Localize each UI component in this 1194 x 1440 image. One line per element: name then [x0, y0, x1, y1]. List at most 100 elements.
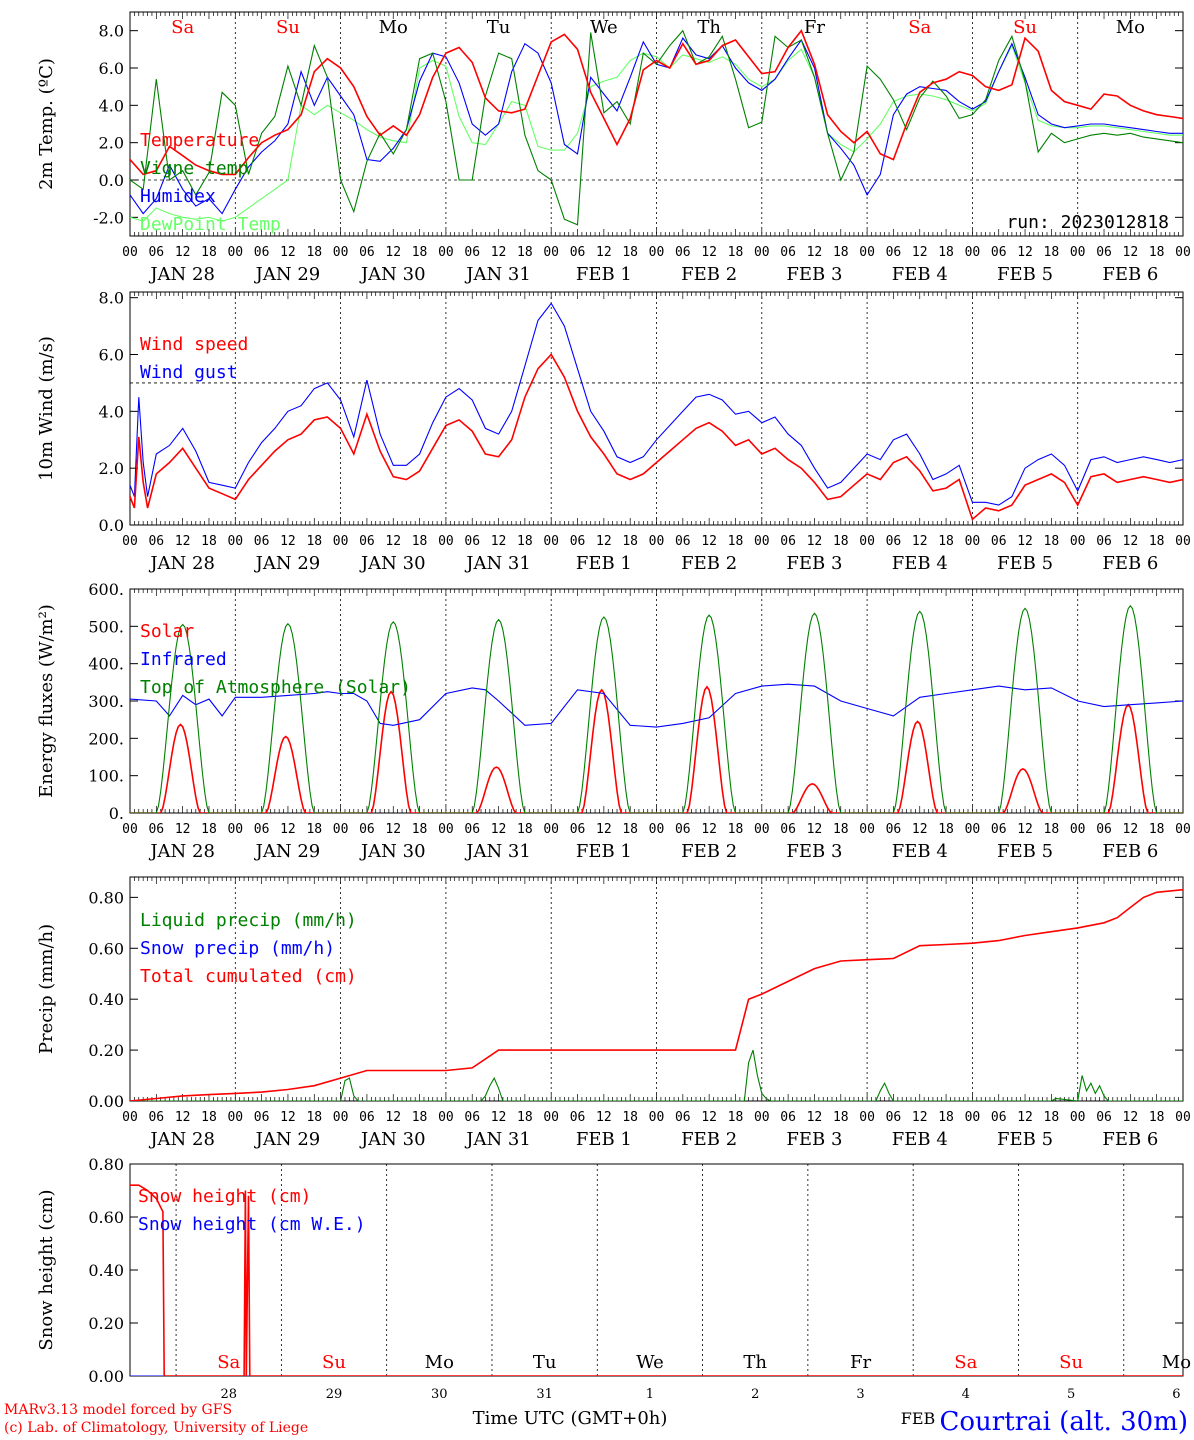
- weekday-label: Tu: [533, 1352, 557, 1373]
- hour-label: 06: [570, 822, 586, 837]
- hour-label: 06: [359, 1110, 375, 1125]
- hour-label: 12: [912, 1110, 928, 1125]
- hour-label: 00: [859, 245, 875, 260]
- hour-label: 06: [254, 822, 270, 837]
- series-line-snow-height-cm-: [130, 1184, 1183, 1376]
- weekday-label: Fr: [804, 17, 825, 38]
- hour-label: 18: [306, 534, 322, 549]
- hour-label: 12: [280, 822, 296, 837]
- y-tick-label: 4.0: [99, 96, 124, 115]
- hour-label: 06: [464, 1110, 480, 1125]
- date-label: FEB 2: [681, 264, 737, 285]
- hour-label: 12: [807, 822, 823, 837]
- hour-label: 00: [122, 245, 138, 260]
- hour-label: 12: [807, 534, 823, 549]
- hour-label: 12: [1017, 822, 1033, 837]
- hour-label: 06: [991, 822, 1007, 837]
- date-label: JAN 28: [148, 264, 215, 285]
- hour-label: 00: [227, 1110, 243, 1125]
- y-tick-label: 6.0: [99, 346, 124, 365]
- day-number: 1: [646, 1387, 654, 1402]
- date-label: FEB 6: [1102, 841, 1158, 862]
- hour-label: 18: [728, 1110, 744, 1125]
- hour-label: 00: [649, 245, 665, 260]
- hour-label: 00: [859, 534, 875, 549]
- hour-label: 00: [1070, 822, 1086, 837]
- hour-label: 18: [412, 822, 428, 837]
- hour-label: 06: [254, 1110, 270, 1125]
- panel-4: 0.00 0.20 0.40 0.60 0.80 Precip (mm/h) Liquid …: [36, 876, 1191, 1150]
- hour-label: 06: [991, 1110, 1007, 1125]
- date-label: JAN 30: [359, 841, 426, 862]
- panel-1: -2.0 0.0 2.0 4.0 6.0 8.0 2m Temp. (ºC) Temperat…: [36, 11, 1191, 285]
- series-line-solar: [130, 685, 1183, 813]
- date-label: FEB 4: [892, 841, 948, 862]
- hour-label: 12: [701, 534, 717, 549]
- date-label: JAN 29: [254, 553, 321, 574]
- hour-label: 06: [886, 245, 902, 260]
- hour-label: 12: [596, 245, 612, 260]
- hour-label: 12: [280, 534, 296, 549]
- hour-label: 00: [859, 822, 875, 837]
- hour-label: 00: [333, 1110, 349, 1125]
- hour-label: 18: [201, 1110, 217, 1125]
- weekday-label: Su: [322, 1352, 346, 1373]
- y-tick-label: 0.: [109, 804, 124, 823]
- y-tick-label: 500.: [88, 617, 124, 636]
- hour-label: 12: [1123, 822, 1139, 837]
- hour-label: 06: [570, 1110, 586, 1125]
- hour-label: 12: [701, 822, 717, 837]
- y-tick-label: 0.40: [88, 1261, 124, 1280]
- panel-2: 0.0 2.0 4.0 6.0 8.0 10m Wind (m/s) Wind speed W…: [36, 289, 1191, 574]
- legend-entry: Snow precip (mm/h): [140, 938, 335, 959]
- date-label: JAN 31: [464, 1129, 531, 1150]
- date-label: FEB 6: [1102, 553, 1158, 574]
- series-group: [130, 604, 1183, 813]
- legend-entry: Top of Atmosphere (Solar): [140, 677, 411, 698]
- hour-label: 18: [517, 245, 533, 260]
- hour-label: 18: [306, 1110, 322, 1125]
- weekday-label: Mo: [1116, 17, 1145, 38]
- hour-label: 00: [965, 245, 981, 260]
- hour-label: 18: [1044, 1110, 1060, 1125]
- hour-label: 06: [1096, 1110, 1112, 1125]
- hour-label: 06: [886, 822, 902, 837]
- date-label: FEB 1: [576, 1129, 632, 1150]
- footer: MARv3.13 model forced by GFS (c) Lab. of…: [4, 1402, 1188, 1437]
- weekday-label: Sa: [908, 17, 931, 38]
- day-number: 29: [326, 1387, 343, 1402]
- date-label: JAN 29: [254, 264, 321, 285]
- hour-label: 12: [807, 1110, 823, 1125]
- y-tick-label: 0.60: [88, 1208, 124, 1227]
- legend-entry: Solar: [140, 621, 194, 642]
- series-line-wind-speed: [130, 353, 1183, 521]
- hour-label: 00: [543, 534, 559, 549]
- hour-label: 18: [1149, 1110, 1165, 1125]
- hour-label: 06: [886, 1110, 902, 1125]
- series-line-total-cumulated-cm-: [130, 888, 1183, 1101]
- hour-label: 06: [148, 534, 164, 549]
- hour-label: 00: [122, 534, 138, 549]
- hour-label: 00: [543, 822, 559, 837]
- legend-entry: Total cumulated (cm): [140, 966, 357, 987]
- hour-label: 00: [965, 1110, 981, 1125]
- hour-label: 00: [1070, 245, 1086, 260]
- hour-label: 18: [1149, 822, 1165, 837]
- weekday-label: We: [636, 1352, 664, 1373]
- hour-label: 18: [201, 534, 217, 549]
- hour-label: 18: [1149, 534, 1165, 549]
- hour-label: 06: [148, 245, 164, 260]
- y-tick-label: 0.00: [88, 1092, 124, 1111]
- hour-label: 18: [833, 822, 849, 837]
- hour-label: 18: [938, 1110, 954, 1125]
- weekday-label: Mo: [1162, 1352, 1191, 1373]
- hour-label: 00: [333, 822, 349, 837]
- hour-label: 06: [780, 822, 796, 837]
- series-group: [130, 29, 1183, 226]
- hour-label: 06: [359, 822, 375, 837]
- date-label: FEB 2: [681, 553, 737, 574]
- hour-label: 06: [1096, 534, 1112, 549]
- date-label: FEB 2: [681, 1129, 737, 1150]
- hour-label: 18: [306, 822, 322, 837]
- hour-label: 00: [122, 1110, 138, 1125]
